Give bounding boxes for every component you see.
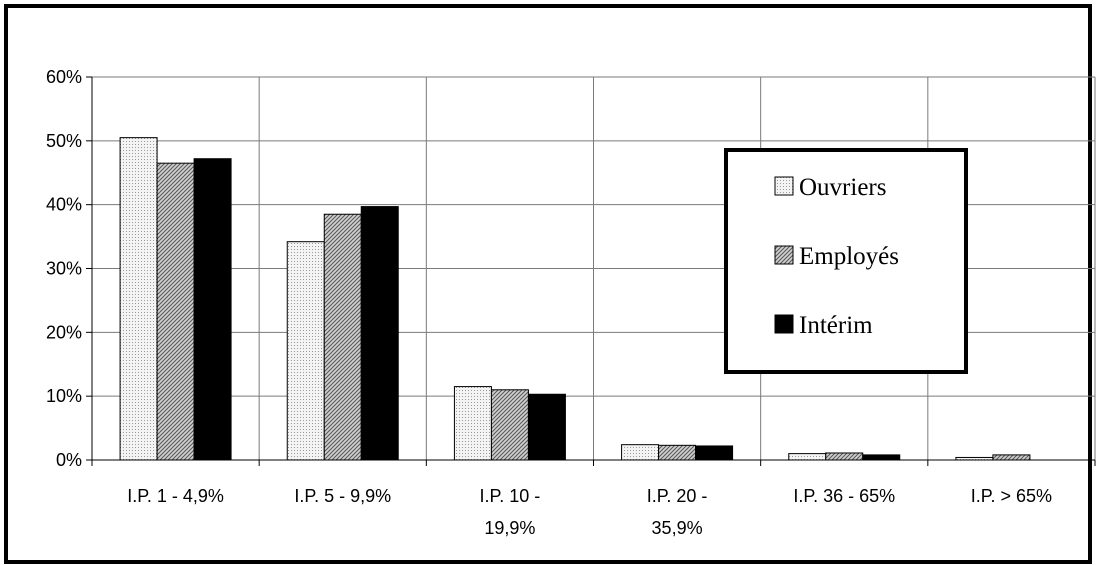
legend-swatch (774, 245, 794, 265)
legend-label: Intérim (799, 312, 873, 339)
y-tick-label: 30% (46, 259, 82, 279)
bar-intrim (695, 445, 734, 461)
y-tick-label: 40% (46, 195, 82, 215)
x-tick-label: I.P. 20 -35,9% (647, 486, 708, 538)
legend: Ouvriers Employés Intérim (724, 148, 968, 374)
y-tick-label: 60% (46, 67, 82, 87)
bar-employs (992, 454, 1031, 461)
legend-swatch (774, 176, 794, 196)
x-tick-label: I.P. 36 - 65% (793, 486, 895, 506)
legend-label: Ouvriers (799, 174, 886, 201)
y-tick-label: 10% (46, 386, 82, 406)
bar-employs (825, 452, 864, 461)
y-tick-label: 50% (46, 131, 82, 151)
x-tick-label: I.P. 1 - 4,9% (127, 486, 224, 506)
bar-intrim (360, 206, 399, 461)
bar-ouvriers (119, 137, 158, 461)
bar-employs (156, 162, 195, 461)
bar-intrim (193, 158, 232, 461)
bar-ouvriers (788, 453, 827, 461)
legend-label: Employés (799, 243, 899, 270)
x-tick-label: I.P. 10 -19,9% (480, 486, 541, 538)
y-tick-label: 20% (46, 322, 82, 342)
bar-ouvriers (286, 241, 325, 461)
bar-ouvriers (453, 386, 492, 461)
legend-swatch (774, 314, 794, 334)
x-tick-label: I.P. > 65% (971, 486, 1052, 506)
bar-employs (323, 213, 362, 461)
bar-ouvriers (621, 444, 660, 461)
axes: 0% 10% 20% 30% 40% 50% 60% I.P. 1 - 4,9% I.P. 5 … (46, 67, 1096, 538)
bar-employs (490, 389, 529, 461)
y-tick-label: 0% (56, 450, 82, 470)
bar-intrim (862, 454, 901, 461)
bar-intrim (527, 393, 566, 461)
bar-employs (658, 444, 697, 461)
legend-box (724, 148, 968, 374)
x-tick-label: I.P. 5 - 9,9% (294, 486, 391, 506)
bars (119, 137, 1031, 461)
